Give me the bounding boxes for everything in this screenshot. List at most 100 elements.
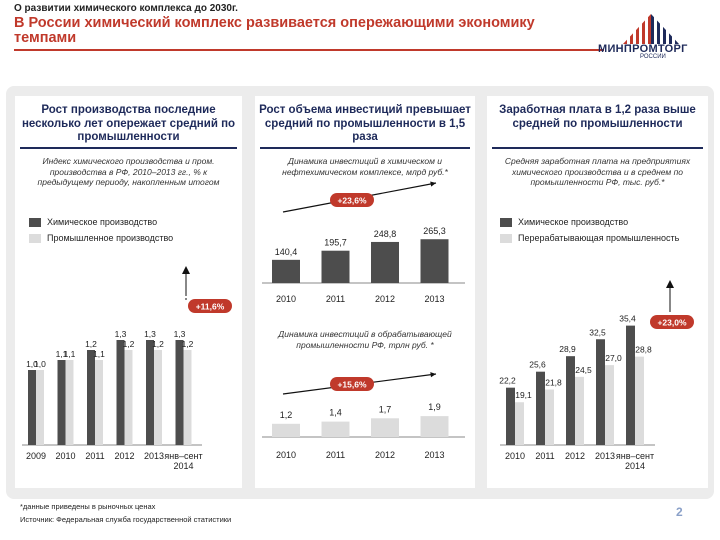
data-label: 32,5 <box>589 327 606 337</box>
bar <box>545 389 554 445</box>
data-label: 1,2 <box>182 339 194 349</box>
bar <box>321 250 350 283</box>
legend-swatch <box>500 233 512 243</box>
bar <box>596 339 605 445</box>
panel-title: Заработная плата в 1,2 раза выше средней… <box>499 104 696 130</box>
bar <box>175 340 184 445</box>
growth-badge-text: +23,6% <box>337 196 367 206</box>
data-label: 1,1 <box>93 349 105 359</box>
bar <box>371 418 399 437</box>
legend-item: Промышленное производство <box>29 233 173 243</box>
bar <box>116 340 125 445</box>
page-title: В России химический комплекс развивается… <box>14 15 535 46</box>
bar <box>536 371 545 445</box>
legend-label: Промышленное производство <box>47 233 174 243</box>
bar <box>272 259 300 283</box>
legend-swatch <box>500 217 512 227</box>
data-label: 1,2 <box>152 339 164 349</box>
data-label: 265,3 <box>423 226 446 236</box>
data-label: 24,5 <box>575 365 592 375</box>
tick-label: 2011 <box>535 451 554 461</box>
tick-label: 2011 <box>326 294 345 304</box>
data-label: 28,9 <box>559 344 576 354</box>
panel-subtitle: Индекс химического производства и пром. … <box>37 156 220 187</box>
logo-text: МИНПРОМТОРГ <box>598 43 688 55</box>
bar <box>566 356 575 445</box>
panel-subtitle: Средняя заработная плата на предприятиях… <box>504 156 691 187</box>
trend-arrow-head <box>430 181 436 187</box>
legend-label: Химическое производство <box>47 217 158 227</box>
legend-item: Перерабатывающая промышленность <box>500 233 679 243</box>
tick-label: 2012 <box>565 451 585 461</box>
tick-label: 2012 <box>375 450 395 460</box>
bar <box>154 350 162 445</box>
legend-swatch <box>29 233 41 243</box>
bar <box>420 239 449 283</box>
tick-label: 2009 <box>26 451 46 461</box>
trend-arrow-head <box>430 372 436 378</box>
bar <box>605 365 614 445</box>
data-label: 27,0 <box>605 353 622 363</box>
panel-production: Рост производства последние несколько ле… <box>15 96 242 488</box>
data-label: 25,6 <box>529 360 546 370</box>
bar <box>95 360 103 445</box>
data-label: 21,8 <box>545 378 562 388</box>
tick-label: 2011 <box>85 451 104 461</box>
legend-item: Химическое производство <box>500 217 628 227</box>
legend-swatch <box>29 217 41 227</box>
legend-item: Химическое производство <box>29 217 157 227</box>
tick-label: янв–сент <box>616 451 654 461</box>
bar <box>321 421 350 437</box>
tick-label: 2014 <box>173 461 193 471</box>
data-label: 1,2 <box>123 339 135 349</box>
bar <box>272 423 300 437</box>
tick-label: 2011 <box>326 450 345 460</box>
tick-label: 2012 <box>114 451 134 461</box>
data-label: 1,0 <box>26 359 38 369</box>
growth-arrow-head <box>182 266 190 274</box>
data-label: 1,2 <box>280 410 293 420</box>
logo-emblem-icon <box>621 12 681 44</box>
tick-label: янв–сент <box>164 451 202 461</box>
bar <box>420 416 449 437</box>
data-label: 19,1 <box>515 390 532 400</box>
bar <box>506 387 515 445</box>
tick-label: 2010 <box>276 294 296 304</box>
data-label: 1,3 <box>115 329 127 339</box>
bar <box>124 350 133 445</box>
bar <box>65 360 74 445</box>
growth-badge <box>188 299 232 313</box>
tick-label: 2010 <box>276 450 296 460</box>
bar <box>57 360 66 445</box>
growth-badge-text: +15,6% <box>337 380 367 390</box>
data-label: 1,3 <box>144 329 156 339</box>
tick-label: 2013 <box>424 294 444 304</box>
tick-label: 2012 <box>375 294 395 304</box>
panel-title: Рост производства последние несколько ле… <box>21 104 236 143</box>
footnote: *данные приведены в рыночных ценах <box>20 502 156 511</box>
legend-label: Химическое производство <box>518 217 629 227</box>
growth-badge-text: +11,6% <box>196 302 225 312</box>
data-label: 1,1 <box>64 349 76 359</box>
bar <box>183 350 192 445</box>
source-note: Источник: Федеральная служба государстве… <box>20 515 232 524</box>
data-label: 195,7 <box>324 238 347 248</box>
data-label: 1,4 <box>329 408 342 418</box>
tick-label: 2010 <box>505 451 525 461</box>
growth-badge <box>330 377 374 391</box>
data-label: 22,2 <box>499 376 516 386</box>
growth-badge <box>330 193 374 207</box>
panel-divider <box>20 147 237 149</box>
tick-label: 2013 <box>595 451 615 461</box>
panel-divider <box>492 147 703 149</box>
data-label: 140,4 <box>275 247 298 257</box>
title-divider <box>14 49 604 51</box>
growth-badge <box>650 315 694 329</box>
panel-subtitle-2: Динамика инвестиций в обрабатывающей про… <box>278 329 452 350</box>
data-label: 248,8 <box>374 229 397 239</box>
tick-label: 2014 <box>625 461 645 471</box>
tick-label: 2013 <box>144 451 164 461</box>
bar <box>371 241 399 283</box>
bar <box>575 376 584 445</box>
